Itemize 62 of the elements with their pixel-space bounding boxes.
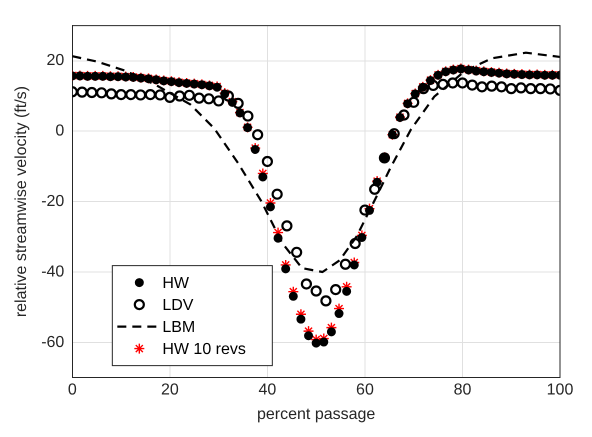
x-tick-label: 0 [68, 382, 77, 399]
point [184, 90, 195, 101]
legend-label: LDV [162, 297, 194, 314]
point [428, 80, 439, 92]
point [340, 258, 352, 270]
point [330, 284, 342, 296]
point [476, 81, 488, 92]
point [310, 285, 322, 297]
point [242, 110, 254, 122]
point [164, 92, 176, 104]
point [213, 95, 224, 107]
point [154, 89, 166, 101]
point [232, 98, 244, 109]
point [115, 88, 127, 100]
point [96, 87, 108, 98]
point [350, 238, 361, 250]
x-tick-label: 80 [454, 382, 472, 399]
legend-label: LBM [162, 319, 196, 336]
point [135, 89, 146, 101]
point [194, 92, 205, 104]
point [515, 82, 527, 94]
point [106, 88, 117, 100]
point [262, 156, 273, 168]
point [496, 81, 508, 92]
y-tick-label: 0 [55, 122, 64, 140]
point [272, 188, 283, 200]
y-tick-label: -20 [41, 193, 64, 210]
x-tick-label: 60 [356, 382, 374, 399]
point [506, 83, 517, 94]
point [369, 184, 380, 195]
point [437, 78, 449, 90]
x-tick-label: 100 [546, 382, 574, 399]
point [291, 246, 302, 258]
point [252, 129, 264, 140]
x-axis-title: percent passage [257, 406, 376, 423]
point [544, 83, 556, 95]
point [76, 86, 88, 98]
point [534, 83, 546, 94]
point [125, 88, 136, 100]
point [408, 96, 420, 108]
point [466, 79, 478, 91]
point [486, 80, 498, 92]
point [525, 83, 536, 94]
point [398, 109, 410, 121]
point [144, 88, 156, 100]
point [86, 86, 98, 98]
x-tick-label: 40 [258, 382, 276, 399]
point [456, 77, 468, 89]
y-tick-label: -60 [41, 334, 64, 351]
x-tick-label: 20 [160, 382, 179, 399]
legend-label: HW [162, 275, 190, 292]
line-series [72, 52, 560, 274]
point [447, 77, 458, 89]
point [174, 90, 186, 102]
y-axis-title: relative streamwise velocity (ft/s) [13, 86, 30, 318]
y-tick-label: -40 [41, 263, 64, 280]
legend-label: HW 10 revs [162, 341, 246, 358]
point [300, 278, 312, 290]
point [320, 295, 332, 306]
point [203, 93, 214, 104]
point [281, 220, 292, 232]
y-tick-label: 20 [46, 52, 64, 70]
